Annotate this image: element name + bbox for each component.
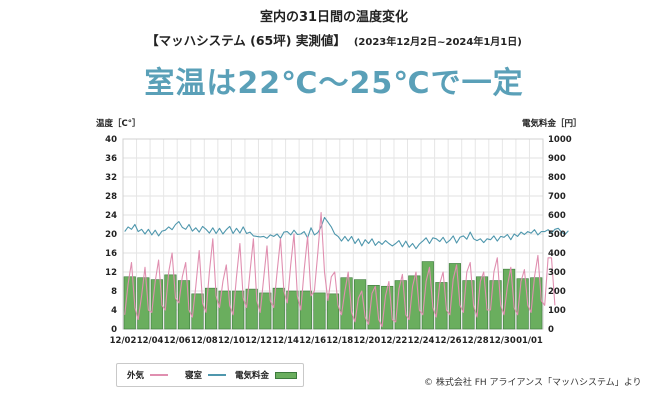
x-tick-label: 12/10	[218, 336, 245, 346]
right-tick-label: 800	[548, 173, 566, 183]
x-tick-label: 12/08	[191, 336, 218, 346]
line-outdoor	[124, 212, 556, 328]
bar-electricity-12/20	[367, 284, 380, 330]
left-tick-labels: 0 4 8 12 16 20 24 28 32 36 40	[105, 135, 117, 335]
left-tick-label: 36	[105, 154, 117, 164]
x-tick-label: 12/14	[272, 336, 299, 346]
right-tick-label: 100	[548, 306, 566, 316]
legend: 外気 寝室 電気料金	[116, 363, 304, 387]
x-tick-label: 12/18	[326, 336, 353, 346]
bar-series	[123, 261, 543, 330]
right-axis-title: 電気料金［円］	[522, 119, 582, 129]
bar-electricity-12/24	[421, 261, 434, 330]
bar-electricity-12/29	[489, 280, 502, 330]
legend-swatch-bedroom	[208, 374, 227, 376]
subtitle-period: (2023年12月2日~2024年1月1日)	[353, 37, 522, 48]
bar-electricity-12/25	[435, 282, 448, 330]
legend-item-outdoor: 外気	[127, 369, 169, 381]
legend-label-bedroom: 寝室	[185, 371, 203, 381]
left-tick-label: 16	[105, 249, 117, 259]
left-tick-label: 8	[111, 287, 117, 297]
chart-subtitle: 【マッハシステム (65坪) 実測値】 (2023年12月2日~2024年1月1日…	[0, 30, 668, 49]
bar-electricity-12/09	[218, 290, 231, 330]
credit-text: © 株式会社 FH アライアンス「マッハシステム」より	[424, 378, 642, 388]
left-tick-label: 28	[105, 192, 117, 202]
right-tick-labels: 0 100 200 300 400 500 600 700 800 900 1000	[548, 135, 572, 335]
line-bedroom	[124, 216, 569, 250]
bar-electricity-12/13	[272, 287, 285, 330]
subtitle-system: 【マッハシステム (65坪) 実測値】	[146, 33, 346, 48]
headline: 室温は22℃～25℃で一定	[144, 66, 524, 101]
legend-item-electricity: 電気料金	[235, 369, 298, 381]
bar-electricity-12/10	[232, 290, 245, 330]
left-tick-label: 32	[105, 173, 117, 183]
x-tick-label: 12/30	[489, 336, 516, 346]
left-tick-label: 24	[105, 211, 117, 221]
right-tick-label: 0	[548, 325, 554, 335]
x-tick-label: 12/28	[462, 336, 489, 346]
right-tick-label: 400	[548, 249, 566, 259]
x-tick-label: 12/20	[353, 336, 380, 346]
chart-title: 室内の31日間の温度変化	[259, 10, 409, 25]
left-tick-label: 12	[105, 268, 117, 278]
right-tick-label: 600	[548, 211, 566, 221]
grid-lines	[122, 138, 544, 330]
x-tick-label: 12/06	[164, 336, 191, 346]
bar-electricity-12/07	[191, 293, 204, 330]
bar-electricity-12/30	[503, 268, 516, 330]
legend-swatch-electricity	[275, 371, 298, 379]
x-tick-label: 12/24	[408, 336, 435, 346]
bar-electricity-12/11	[245, 288, 258, 330]
bar-electricity-12/19	[354, 279, 367, 330]
bar-electricity-12/26	[448, 263, 462, 330]
left-tick-label: 20	[105, 230, 117, 240]
left-tick-label: 4	[111, 306, 117, 316]
left-tick-label: 0	[111, 325, 117, 335]
legend-label-outdoor: 外気	[127, 371, 145, 381]
bar-electricity-12/06	[177, 280, 191, 330]
right-tick-label: 1000	[548, 135, 572, 145]
bar-electricity-12/15	[299, 290, 312, 330]
bar-electricity-12/04	[150, 279, 163, 330]
bar-electricity-12/14	[286, 290, 299, 330]
bar-electricity-12/23	[408, 275, 421, 330]
bar-electricity-12/21	[381, 285, 394, 330]
x-tick-label: 12/26	[435, 336, 462, 346]
right-tick-label: 700	[548, 192, 566, 202]
bar-electricity-12/31	[516, 278, 529, 330]
bar-electricity-12/27	[462, 280, 475, 330]
x-tick-label: 12/22	[381, 336, 408, 346]
right-tick-label: 200	[548, 287, 566, 297]
right-tick-label: 500	[548, 230, 566, 240]
x-tick-label: 12/12	[245, 336, 272, 346]
x-tick-label: 12/02	[110, 336, 137, 346]
legend-swatch-outdoor	[150, 374, 169, 376]
x-tick-label: 12/04	[137, 336, 164, 346]
bar-electricity-01/01	[530, 277, 543, 330]
x-tick-label: 01/01	[516, 336, 543, 346]
right-tick-label: 900	[548, 154, 566, 164]
bar-electricity-12/18	[340, 277, 353, 330]
bar-electricity-12/16	[313, 292, 326, 330]
bar-electricity-12/05	[164, 274, 177, 330]
bar-electricity-12/08	[204, 287, 218, 330]
line-series	[124, 212, 569, 328]
legend-label-electricity: 電気料金	[235, 371, 270, 381]
left-tick-label: 40	[105, 135, 117, 145]
x-tick-label: 12/16	[299, 336, 326, 346]
legend-item-bedroom: 寝室	[185, 369, 227, 381]
x-tick-labels: 12/02 12/04 12/06 12/08 12/10 12/12 12/14 12/16…	[110, 336, 543, 346]
bar-electricity-12/17	[326, 293, 340, 330]
left-axis-title: 温度［C°］	[96, 119, 141, 129]
right-tick-label: 300	[548, 268, 566, 278]
